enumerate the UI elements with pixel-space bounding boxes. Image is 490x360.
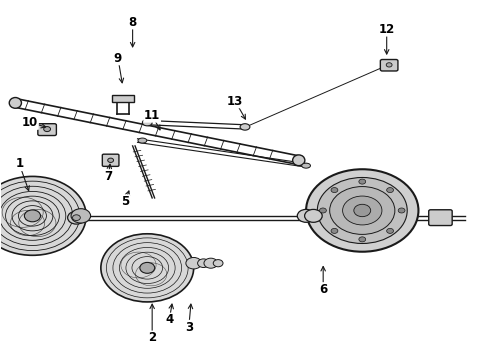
Ellipse shape xyxy=(302,163,311,168)
Ellipse shape xyxy=(143,120,152,126)
Text: 4: 4 xyxy=(165,313,173,327)
Text: 11: 11 xyxy=(144,109,160,122)
Circle shape xyxy=(319,208,326,213)
Circle shape xyxy=(387,228,393,233)
FancyBboxPatch shape xyxy=(38,124,56,135)
Circle shape xyxy=(305,210,322,222)
Circle shape xyxy=(306,169,418,252)
Circle shape xyxy=(331,188,338,193)
FancyBboxPatch shape xyxy=(429,210,452,226)
Ellipse shape xyxy=(293,155,305,166)
Circle shape xyxy=(101,234,194,302)
FancyBboxPatch shape xyxy=(112,95,134,102)
Text: 12: 12 xyxy=(379,23,395,36)
Circle shape xyxy=(359,237,366,242)
Text: 6: 6 xyxy=(319,283,327,296)
Circle shape xyxy=(343,196,382,225)
Text: 9: 9 xyxy=(114,51,122,64)
Circle shape xyxy=(140,262,155,273)
Circle shape xyxy=(0,176,86,255)
Circle shape xyxy=(73,215,80,221)
Circle shape xyxy=(386,63,392,67)
Text: 10: 10 xyxy=(22,116,38,129)
Circle shape xyxy=(387,188,393,193)
Text: 13: 13 xyxy=(227,95,244,108)
Ellipse shape xyxy=(9,98,22,108)
Text: 8: 8 xyxy=(128,16,137,29)
FancyBboxPatch shape xyxy=(380,59,398,71)
Circle shape xyxy=(213,260,223,267)
Circle shape xyxy=(24,210,41,222)
Circle shape xyxy=(359,179,366,184)
Circle shape xyxy=(331,228,338,233)
Circle shape xyxy=(330,186,395,234)
Circle shape xyxy=(71,209,91,223)
Circle shape xyxy=(108,158,114,162)
Text: 1: 1 xyxy=(15,157,24,170)
Circle shape xyxy=(204,258,218,268)
Ellipse shape xyxy=(240,124,250,130)
Circle shape xyxy=(44,127,50,132)
FancyBboxPatch shape xyxy=(102,154,119,166)
Circle shape xyxy=(68,211,85,224)
Text: 7: 7 xyxy=(104,170,112,183)
Circle shape xyxy=(186,257,201,269)
Text: 3: 3 xyxy=(185,320,193,333)
Circle shape xyxy=(318,177,407,243)
Circle shape xyxy=(398,208,405,213)
Text: 2: 2 xyxy=(148,331,156,344)
Ellipse shape xyxy=(138,138,147,143)
Text: 5: 5 xyxy=(121,195,129,208)
Circle shape xyxy=(197,259,209,267)
Circle shape xyxy=(297,210,315,222)
Circle shape xyxy=(354,204,371,217)
